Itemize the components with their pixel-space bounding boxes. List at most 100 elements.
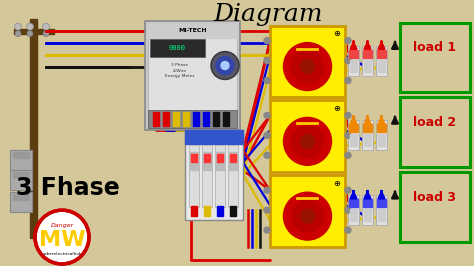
Bar	[362, 195, 373, 225]
Circle shape	[35, 210, 89, 264]
Bar	[148, 24, 237, 38]
Bar	[376, 120, 387, 150]
Circle shape	[264, 187, 270, 193]
Bar	[217, 154, 223, 162]
Bar	[362, 120, 373, 150]
Bar	[270, 175, 345, 247]
Circle shape	[345, 187, 351, 193]
Bar	[350, 134, 357, 146]
Text: load 2: load 2	[413, 116, 456, 129]
Circle shape	[211, 52, 239, 80]
Bar	[223, 113, 229, 126]
Bar	[349, 49, 358, 57]
Bar	[364, 209, 371, 221]
Circle shape	[264, 227, 270, 233]
Bar	[213, 113, 219, 126]
Bar	[230, 206, 236, 216]
Bar	[202, 145, 212, 207]
Bar	[378, 60, 385, 72]
Bar	[163, 113, 169, 126]
Bar	[363, 124, 372, 132]
Bar	[185, 130, 243, 220]
Circle shape	[264, 132, 270, 138]
Bar	[13, 152, 29, 158]
Bar	[193, 113, 199, 126]
Bar	[148, 24, 237, 127]
Bar	[204, 206, 210, 216]
Text: makerelectricalhub: makerelectricalhub	[41, 252, 83, 256]
Bar	[203, 152, 211, 170]
Circle shape	[15, 23, 21, 30]
Bar	[191, 206, 197, 216]
Circle shape	[43, 23, 49, 30]
Bar	[350, 60, 357, 72]
Circle shape	[345, 57, 351, 64]
Bar	[349, 199, 358, 207]
Bar	[376, 45, 387, 76]
Bar	[377, 124, 386, 132]
Bar	[376, 195, 387, 225]
Text: ⊕: ⊕	[334, 104, 340, 113]
Text: 3 Phase
4-Wire
Energy Meter: 3 Phase 4-Wire Energy Meter	[165, 63, 195, 78]
Circle shape	[27, 23, 34, 30]
Bar	[363, 199, 372, 207]
Bar	[10, 150, 32, 170]
Bar	[203, 113, 209, 126]
Circle shape	[301, 209, 315, 223]
Bar	[377, 199, 386, 207]
Bar	[30, 19, 37, 238]
Bar	[10, 192, 32, 212]
Circle shape	[292, 125, 323, 157]
Circle shape	[221, 61, 229, 69]
Circle shape	[27, 31, 33, 37]
Bar	[270, 26, 345, 97]
Bar	[13, 194, 29, 200]
Circle shape	[264, 57, 270, 64]
Bar	[14, 29, 54, 34]
Text: load 1: load 1	[413, 41, 456, 54]
Text: 0000: 0000	[168, 45, 185, 51]
Bar	[364, 60, 371, 72]
Bar	[348, 195, 359, 225]
Bar	[348, 120, 359, 150]
Bar	[400, 172, 470, 242]
Circle shape	[43, 31, 49, 37]
Text: 3 Fhase: 3 Fhase	[16, 176, 120, 200]
Bar	[362, 45, 373, 76]
Circle shape	[264, 38, 270, 44]
Circle shape	[345, 227, 351, 233]
Bar	[183, 113, 189, 126]
Bar	[349, 124, 358, 132]
Circle shape	[301, 60, 315, 73]
Text: load 3: load 3	[413, 191, 456, 204]
Circle shape	[216, 57, 234, 74]
Bar	[190, 152, 198, 170]
Circle shape	[264, 113, 270, 118]
Bar	[185, 130, 243, 144]
Text: ⊕: ⊕	[334, 29, 340, 38]
Bar	[378, 134, 385, 146]
Bar	[173, 113, 179, 126]
Circle shape	[345, 113, 351, 118]
Circle shape	[264, 207, 270, 213]
Bar	[191, 154, 197, 162]
Bar	[228, 145, 238, 207]
Bar	[364, 134, 371, 146]
Bar	[148, 110, 237, 128]
Bar	[400, 23, 470, 93]
Bar	[216, 152, 224, 170]
Bar	[204, 154, 210, 162]
Text: MI-TECH: MI-TECH	[178, 28, 207, 33]
Text: MW: MW	[39, 230, 85, 250]
Circle shape	[283, 192, 331, 240]
Bar	[378, 209, 385, 221]
Bar	[13, 172, 29, 178]
Circle shape	[264, 152, 270, 158]
Circle shape	[292, 200, 323, 232]
Bar	[10, 170, 32, 190]
Text: ⊕: ⊕	[334, 179, 340, 188]
Circle shape	[345, 132, 351, 138]
Bar	[189, 145, 199, 207]
Bar	[270, 101, 345, 172]
Bar	[377, 49, 386, 57]
